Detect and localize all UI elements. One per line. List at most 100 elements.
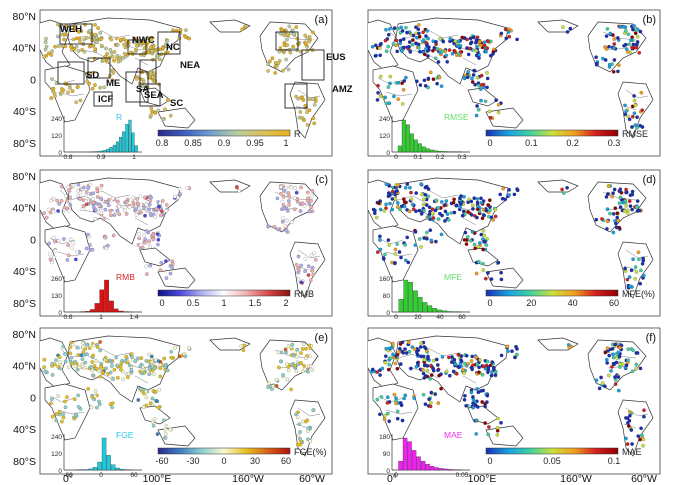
station-point: [311, 116, 316, 121]
station-point: [140, 40, 145, 45]
station-point: [400, 102, 405, 106]
station-point: [42, 55, 46, 59]
panel-tag-f: (f): [646, 332, 656, 344]
colorbar-tick: -60: [155, 456, 168, 466]
station-point: [415, 361, 420, 365]
station-point: [438, 36, 442, 41]
station-point: [53, 44, 57, 49]
station-point: [468, 239, 473, 243]
region-box: [301, 49, 325, 81]
station-point: [139, 202, 143, 207]
station-point: [77, 36, 82, 41]
station-point: [607, 62, 612, 67]
station-point: [96, 26, 100, 30]
station-point: [628, 193, 633, 198]
station-point: [486, 39, 490, 44]
station-point: [463, 230, 468, 235]
station-point: [402, 396, 406, 401]
station-point: [412, 347, 417, 351]
station-point: [300, 347, 305, 351]
station-point: [610, 346, 615, 351]
station-point: [177, 187, 182, 191]
station-point: [417, 208, 422, 213]
station-point: [613, 206, 618, 211]
station-point: [72, 47, 77, 52]
station-point: [621, 24, 626, 29]
station-point: [295, 347, 300, 352]
station-point: [303, 33, 308, 38]
station-point: [84, 246, 89, 251]
station-point: [461, 367, 465, 372]
station-point: [475, 387, 479, 391]
station-point: [286, 209, 290, 213]
station-point: [481, 364, 486, 369]
station-point: [421, 392, 426, 397]
station-point: [78, 98, 83, 103]
histogram-f: 180 90 00 0.05 MAE: [379, 430, 470, 479]
station-point: [488, 115, 493, 120]
station-point: [471, 207, 475, 211]
station-point: [135, 44, 139, 48]
station-point: [148, 70, 153, 75]
station-point: [434, 239, 438, 244]
station-point: [291, 44, 296, 49]
region-label-weh: WEH: [60, 24, 82, 35]
station-point: [472, 68, 477, 73]
station-point: [112, 367, 117, 372]
histogram-bar: [408, 281, 413, 313]
histogram-bar: [402, 437, 408, 471]
station-point: [634, 366, 639, 371]
station-point: [138, 194, 143, 199]
station-point: [303, 104, 308, 108]
station-point: [603, 350, 608, 355]
station-point: [567, 345, 572, 350]
station-point: [169, 113, 173, 118]
station-point: [81, 341, 85, 345]
station-point: [296, 276, 301, 281]
station-point: [145, 272, 149, 276]
station-point: [381, 256, 386, 260]
station-point: [611, 352, 615, 357]
station-point: [273, 71, 278, 75]
station-point: [475, 75, 480, 80]
station-point: [277, 49, 282, 54]
station-point: [616, 350, 621, 355]
station-point: [507, 187, 511, 192]
station-point: [144, 264, 148, 269]
station-point: [398, 342, 403, 346]
station-point: [631, 257, 635, 262]
station-point: [108, 47, 113, 52]
station-point: [286, 344, 291, 348]
station-point: [428, 404, 433, 409]
histogram-b: 240 120 00 0.1 0.2 0.3 RMSE: [379, 112, 470, 161]
panel-tag-c: (c): [315, 174, 328, 186]
station-point: [436, 368, 440, 373]
station-point: [474, 113, 479, 118]
station-point: [140, 245, 145, 250]
station-point: [305, 418, 310, 423]
station-point: [68, 202, 73, 207]
histogram-bar: [397, 145, 402, 153]
station-point: [611, 69, 616, 74]
station-point: [378, 412, 382, 417]
axes-layer: 80°N 40°N 0 40°S 80°S 80°N 40°N 0 40°S 80°S 80°N 40…: [13, 11, 657, 485]
station-point: [290, 342, 295, 347]
station-point: [124, 212, 129, 216]
station-point: [433, 208, 438, 213]
station-point: [122, 51, 127, 56]
station-point: [290, 220, 294, 225]
station-point: [78, 197, 83, 201]
station-point: [484, 243, 489, 247]
station-point: [488, 208, 492, 213]
station-point: [296, 270, 301, 275]
histogram-bar: [413, 139, 418, 153]
station-point: [421, 371, 426, 376]
station-point: [483, 421, 487, 425]
station-point: [274, 378, 279, 382]
station-point: [107, 203, 111, 208]
station-point: [419, 341, 423, 345]
station-point: [607, 353, 612, 358]
station-point: [66, 90, 70, 95]
